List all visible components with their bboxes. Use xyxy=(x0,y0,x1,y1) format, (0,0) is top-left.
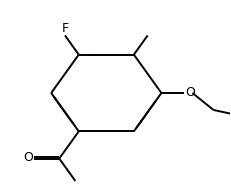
Text: O: O xyxy=(23,151,33,164)
Text: F: F xyxy=(61,22,69,35)
Text: O: O xyxy=(185,86,195,100)
